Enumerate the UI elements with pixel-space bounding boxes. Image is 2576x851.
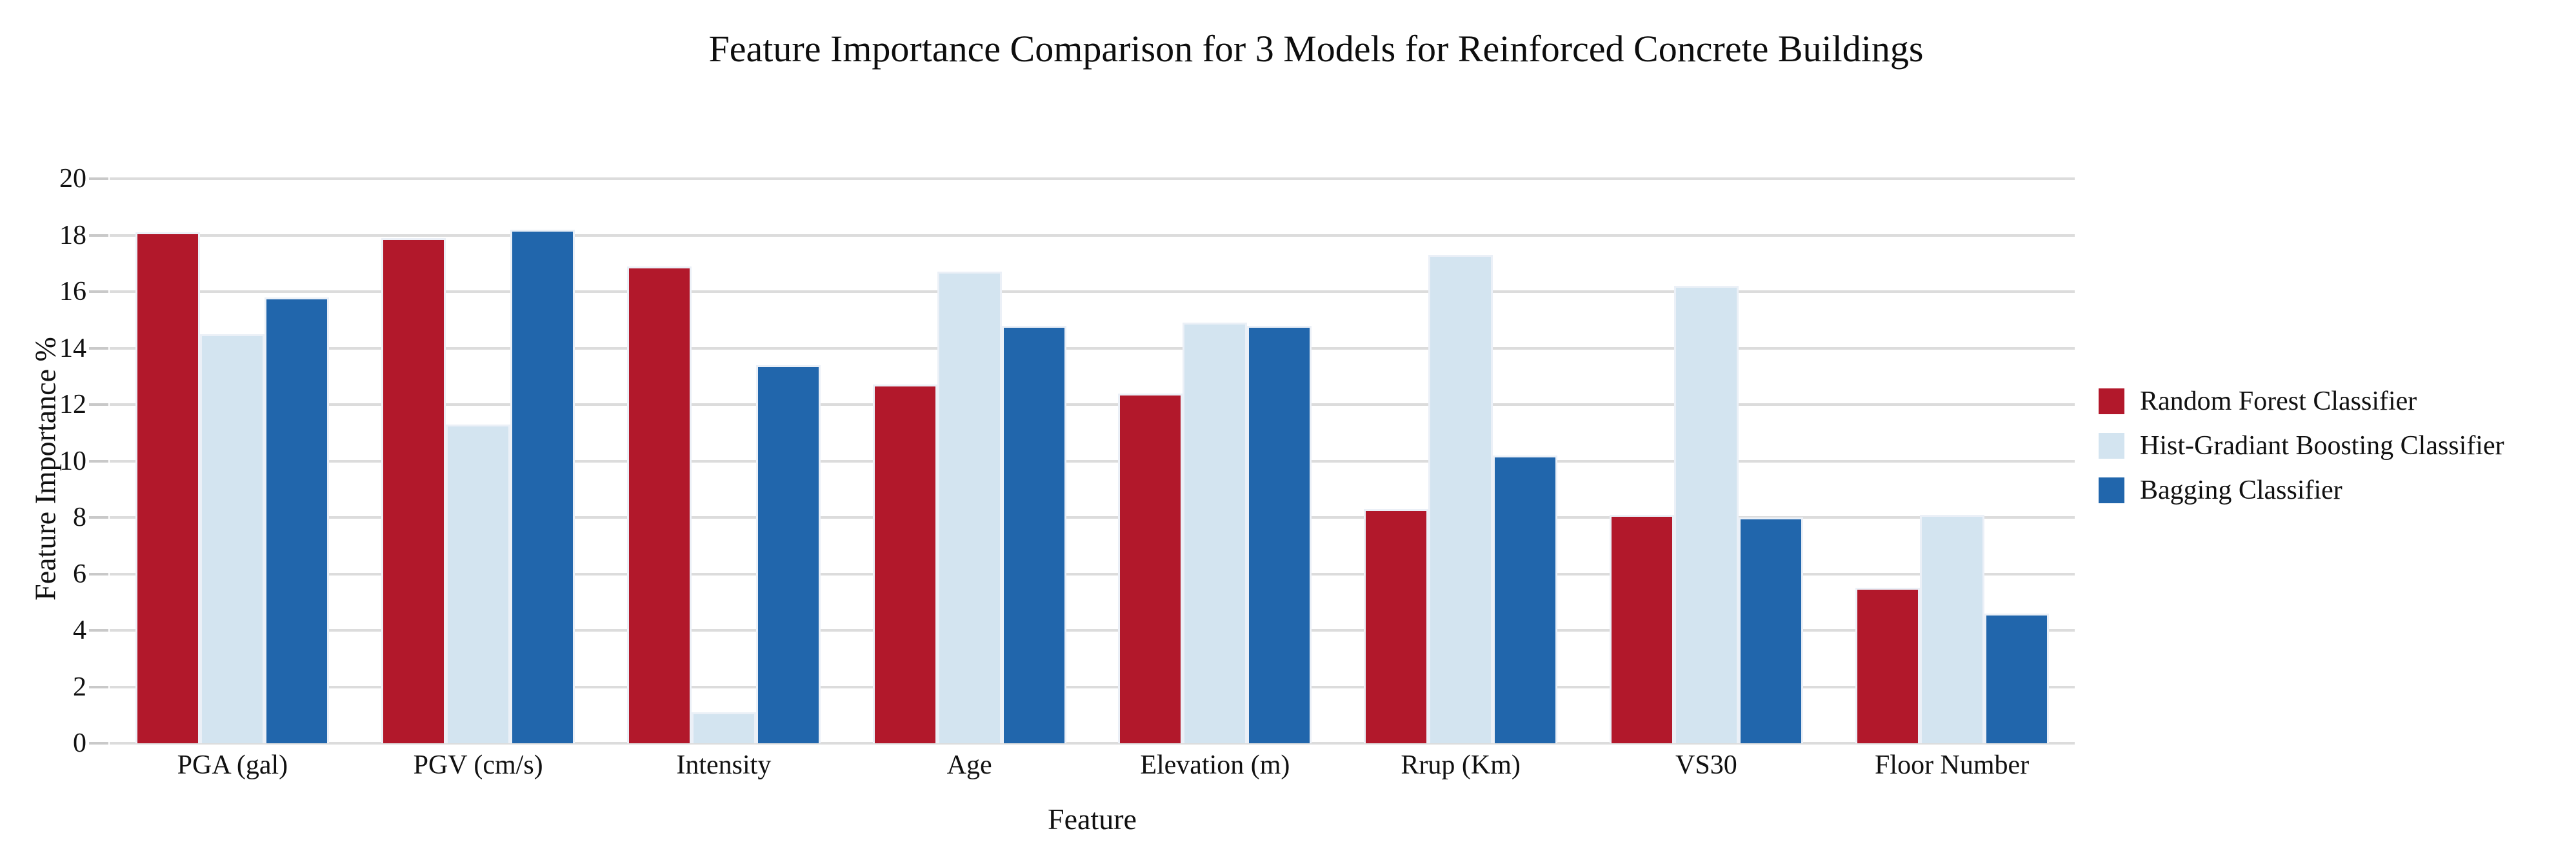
y-tick-mark-10 xyxy=(89,459,108,463)
y-tick-label-6: 6 xyxy=(73,559,86,589)
bar-bagging-classifier-1 xyxy=(510,229,575,743)
y-tick-mark-8 xyxy=(89,516,108,519)
x-tick-label-1: PGV (cm/s) xyxy=(413,750,543,780)
bar-hist-gradiant-boosting-classifier-1 xyxy=(446,424,511,743)
y-tick-mark-2 xyxy=(89,685,108,688)
bar-random-forest-classifier-2 xyxy=(626,266,692,743)
bar-bagging-classifier-4 xyxy=(1247,325,1312,743)
bar-bagging-classifier-0 xyxy=(265,297,330,743)
gridline-y-20 xyxy=(110,177,2075,180)
bar-random-forest-classifier-5 xyxy=(1364,508,1429,743)
plot-area xyxy=(110,177,2075,745)
legend-item-0: Random Forest Classifier xyxy=(2099,386,2504,416)
y-tick-mark-18 xyxy=(89,234,108,237)
gridline-y-6 xyxy=(110,572,2075,576)
gridline-y-0 xyxy=(110,742,2075,745)
y-tick-label-20: 20 xyxy=(59,164,86,194)
bar-random-forest-classifier-3 xyxy=(872,385,937,743)
chart-title: Feature Importance Comparison for 3 Mode… xyxy=(708,28,1924,70)
y-tick-label-10: 10 xyxy=(59,446,86,476)
y-tick-mark-4 xyxy=(89,629,108,632)
y-tick-mark-12 xyxy=(89,403,108,406)
y-tick-label-14: 14 xyxy=(59,333,86,363)
y-axis-title: Feature Importance % xyxy=(28,337,62,601)
y-tick-label-4: 4 xyxy=(73,616,86,645)
x-tick-label-4: Elevation (m) xyxy=(1140,750,1290,780)
bar-hist-gradiant-boosting-classifier-5 xyxy=(1428,255,1493,743)
x-tick-label-3: Age xyxy=(946,750,992,780)
y-tick-label-12: 12 xyxy=(59,390,86,419)
legend-label-2: Bagging Classifier xyxy=(2140,476,2342,505)
y-tick-mark-20 xyxy=(89,177,108,180)
bar-hist-gradiant-boosting-classifier-6 xyxy=(1673,286,1739,743)
x-tick-label-7: Floor Number xyxy=(1875,750,2030,780)
y-tick-label-8: 8 xyxy=(73,503,86,532)
y-tick-mark-14 xyxy=(89,346,108,350)
x-tick-label-2: Intensity xyxy=(676,750,772,780)
bar-random-forest-classifier-6 xyxy=(1609,514,1674,743)
bar-bagging-classifier-2 xyxy=(755,365,821,743)
x-tick-label-0: PGA (gal) xyxy=(177,750,288,780)
y-tick-label-0: 0 xyxy=(73,728,86,758)
x-tick-label-6: VS30 xyxy=(1675,750,1737,780)
bar-bagging-classifier-5 xyxy=(1493,455,1558,743)
gridline-y-10 xyxy=(110,459,2075,463)
y-tick-mark-16 xyxy=(89,290,108,293)
bar-hist-gradiant-boosting-classifier-0 xyxy=(200,334,265,743)
gridline-y-4 xyxy=(110,629,2075,632)
y-tick-label-2: 2 xyxy=(73,672,86,702)
gridline-y-8 xyxy=(110,516,2075,519)
bar-bagging-classifier-6 xyxy=(1738,517,1803,743)
gridline-y-14 xyxy=(110,346,2075,350)
gridline-y-18 xyxy=(110,234,2075,237)
x-axis-title: Feature xyxy=(1048,803,1137,836)
y-tick-label-18: 18 xyxy=(59,220,86,250)
y-tick-label-16: 16 xyxy=(59,277,86,306)
bar-hist-gradiant-boosting-classifier-2 xyxy=(691,712,756,743)
legend-label-1: Hist-Gradiant Boosting Classifier xyxy=(2140,431,2504,461)
bar-random-forest-classifier-4 xyxy=(1118,393,1183,743)
y-tick-mark-0 xyxy=(89,742,108,745)
legend-color-swatch-0 xyxy=(2099,388,2124,414)
bar-random-forest-classifier-1 xyxy=(381,237,446,743)
x-tick-label-5: Rrup (Km) xyxy=(1401,750,1521,780)
bar-bagging-classifier-7 xyxy=(1984,613,2049,743)
bar-bagging-classifier-3 xyxy=(1001,325,1066,743)
legend-color-swatch-2 xyxy=(2099,477,2124,503)
legend-label-0: Random Forest Classifier xyxy=(2140,386,2417,416)
bar-hist-gradiant-boosting-classifier-7 xyxy=(1919,514,1984,743)
legend-item-2: Bagging Classifier xyxy=(2099,476,2504,505)
bar-hist-gradiant-boosting-classifier-4 xyxy=(1183,323,1248,743)
bar-random-forest-classifier-0 xyxy=(135,232,201,743)
legend: Random Forest Classifier Hist-Gradiant Bo… xyxy=(2099,386,2504,521)
bar-random-forest-classifier-7 xyxy=(1855,588,1920,743)
legend-color-swatch-1 xyxy=(2099,433,2124,459)
legend-item-1: Hist-Gradiant Boosting Classifier xyxy=(2099,431,2504,461)
gridline-y-16 xyxy=(110,290,2075,293)
gridline-y-2 xyxy=(110,685,2075,688)
gridline-y-12 xyxy=(110,403,2075,406)
bar-hist-gradiant-boosting-classifier-3 xyxy=(937,272,1002,743)
y-tick-mark-6 xyxy=(89,572,108,576)
